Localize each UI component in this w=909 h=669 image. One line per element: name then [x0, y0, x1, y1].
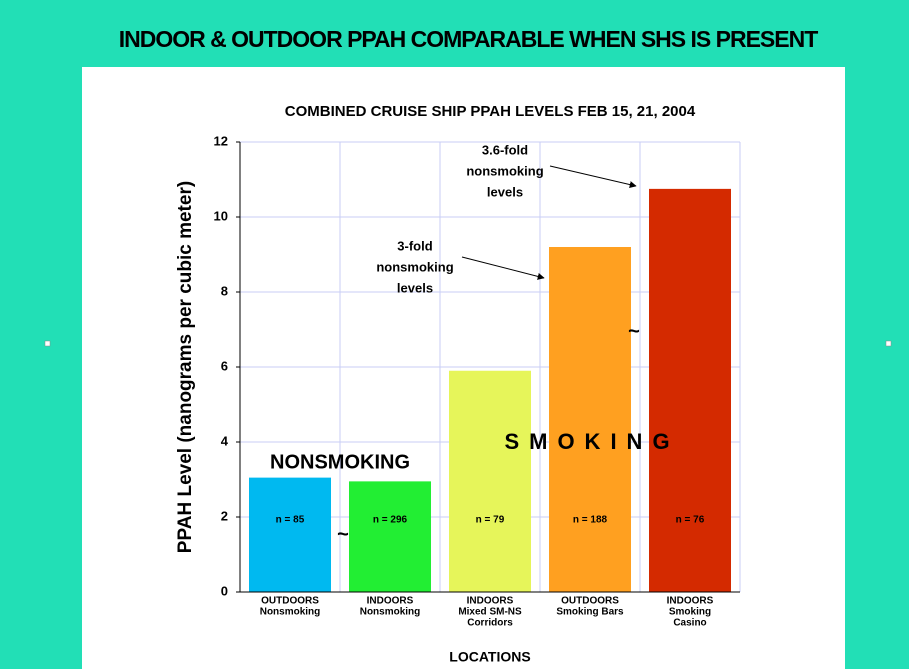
x-tick-label: INDOORS	[367, 596, 414, 607]
bar	[349, 481, 431, 592]
callout-text: 3-fold	[397, 238, 432, 253]
callout-text: 3.6-fold	[482, 142, 528, 157]
x-tick-label: OUTDOORS	[261, 596, 319, 607]
y-tick-label: 4	[221, 433, 229, 448]
callout-text: levels	[397, 280, 433, 295]
y-tick-label: 6	[221, 358, 228, 373]
x-tick-label: INDOORS	[667, 596, 714, 607]
callout-arrow	[549, 165, 637, 188]
bar	[549, 247, 631, 592]
x-tick-label: Smoking Bars	[556, 607, 624, 618]
bar	[449, 370, 531, 592]
y-tick-label: 2	[221, 508, 228, 523]
x-axis-label: LOCATIONS	[449, 649, 530, 665]
n-label: n = 76	[676, 515, 705, 526]
bar	[649, 188, 731, 592]
callout-arrow	[461, 256, 545, 280]
callout-text: nonsmoking	[376, 259, 453, 274]
annotation: SMOKING	[504, 429, 679, 454]
n-label: n = 188	[573, 515, 608, 526]
chart-title: COMBINED CRUISE SHIP PPAH LEVELS FEB 15,…	[285, 103, 696, 120]
x-tick-label: Mixed SM-NS	[458, 607, 522, 618]
x-tick-label: Nonsmoking	[260, 607, 321, 618]
annotation: NONSMOKING	[270, 451, 410, 473]
n-label: n = 85	[276, 515, 305, 526]
y-tick-label: 10	[214, 208, 228, 223]
n-label: n = 296	[373, 515, 408, 526]
x-tick-label: Corridors	[467, 618, 513, 629]
annotation: ~	[337, 523, 349, 545]
slide-title: INDOOR & OUTDOOR PPAH COMPARABLE WHEN SH…	[119, 26, 818, 52]
handle	[44, 340, 51, 347]
callout-text: levels	[487, 184, 523, 199]
handle	[885, 340, 892, 347]
annotation: ~	[628, 320, 640, 342]
n-label: n = 79	[476, 515, 505, 526]
y-tick-label: 12	[214, 133, 228, 148]
callout-text: nonsmoking	[466, 163, 543, 178]
x-tick-label: OUTDOORS	[561, 596, 619, 607]
bar	[249, 477, 331, 592]
y-tick-label: 8	[221, 283, 228, 298]
y-tick-label: 0	[221, 583, 228, 598]
x-tick-label: Casino	[673, 618, 706, 629]
x-tick-label: INDOORS	[467, 596, 514, 607]
x-tick-label: Nonsmoking	[360, 607, 421, 618]
x-tick-label: Smoking	[669, 607, 711, 618]
y-axis-label: PPAH Level (nanograms per cubic meter)	[175, 181, 196, 553]
